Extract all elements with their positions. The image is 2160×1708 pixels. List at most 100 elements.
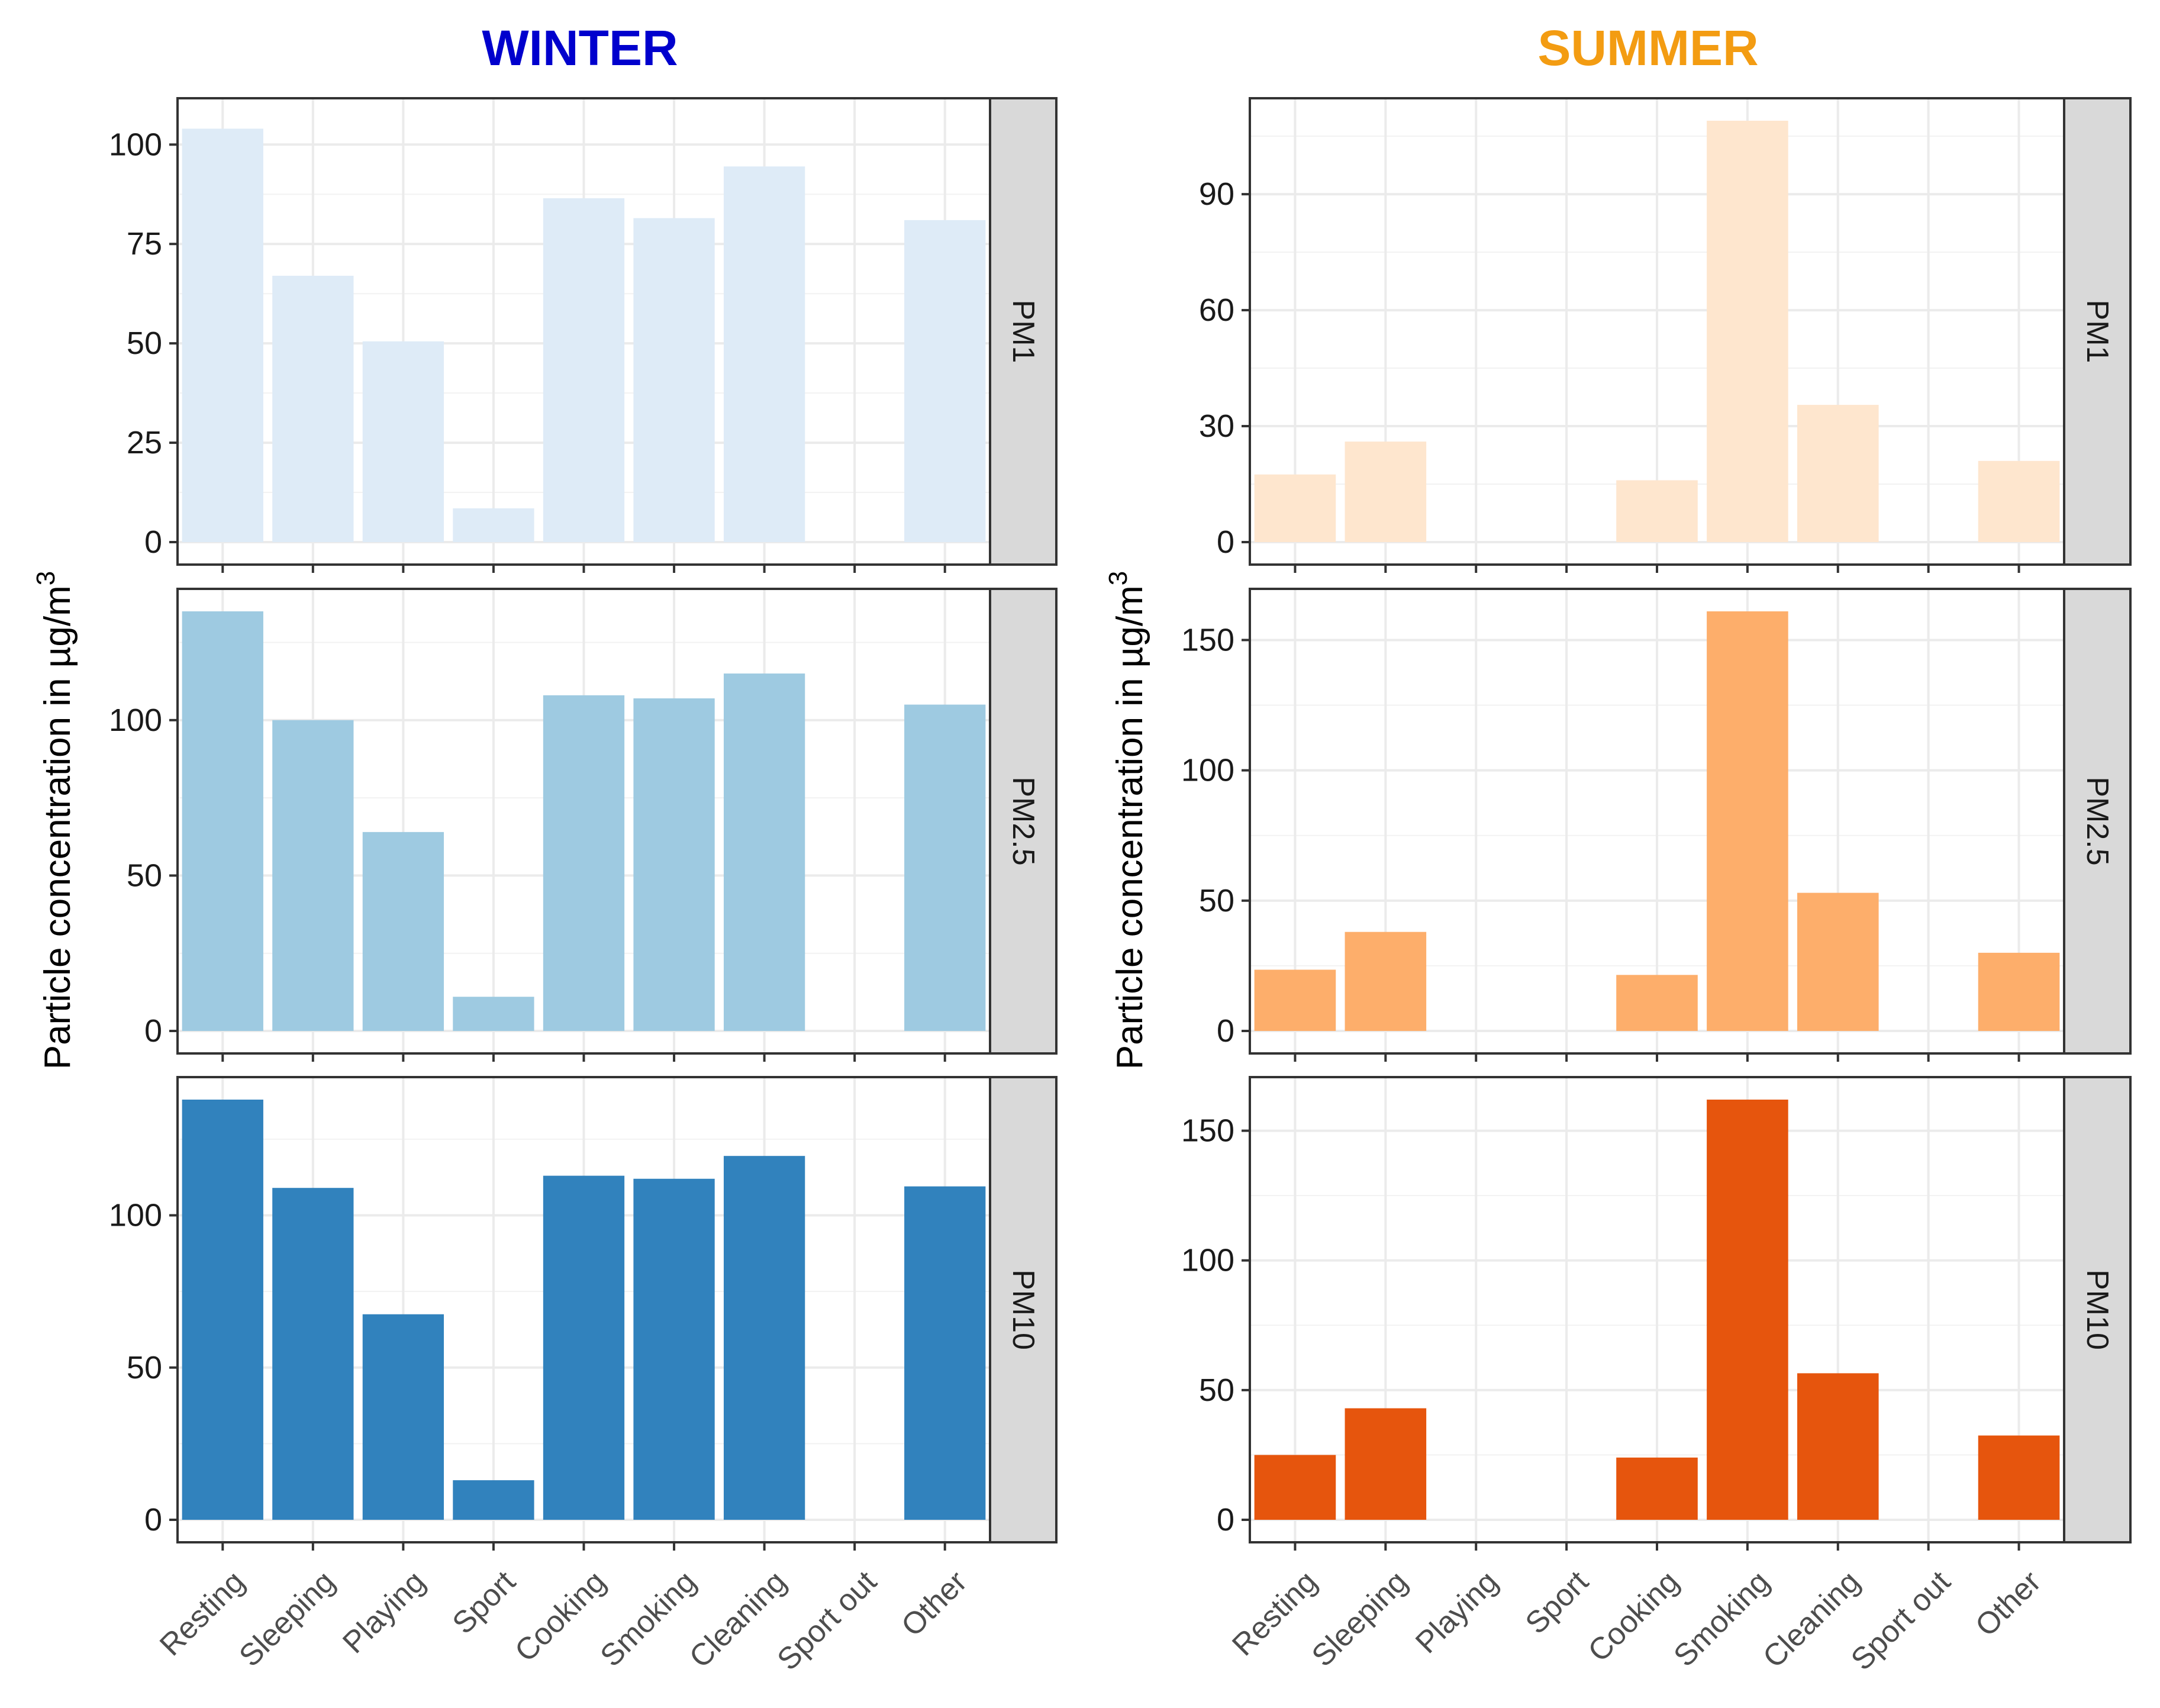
bar-cooking: [543, 1175, 625, 1520]
bar-cleaning: [723, 1156, 805, 1520]
bar-cooking: [1616, 975, 1698, 1031]
bar-resting: [1254, 969, 1336, 1031]
y-tick-label: 30: [1199, 408, 1234, 444]
bar-resting: [182, 1100, 263, 1520]
facet-panel-pm1: PM1 0 25 50 75 100: [109, 97, 1058, 573]
bar-cooking: [1616, 1457, 1698, 1520]
y-tick-label: 25: [127, 425, 162, 460]
facet-strip-label: PM2.5: [2080, 776, 2114, 865]
bar-other: [1978, 952, 2060, 1031]
bar-sleeping: [272, 720, 354, 1031]
bar-sleeping: [272, 1188, 354, 1520]
y-tick-label: 0: [144, 524, 162, 560]
facet-panel-pm2-5: PM2.5 0 50 100: [109, 588, 1058, 1062]
bar-other: [904, 1186, 986, 1520]
x-tick-label: Other: [895, 1564, 973, 1643]
facet-strip: [2063, 97, 2132, 566]
bar-sleeping: [1345, 932, 1427, 1031]
bar-cleaning: [1797, 1373, 1879, 1520]
y-tick-label: 0: [144, 1502, 162, 1538]
y-tick-label: 50: [127, 326, 162, 361]
bar-playing: [362, 341, 444, 542]
bar-cooking: [1616, 480, 1698, 542]
x-tick-label: Smoking: [1667, 1564, 1776, 1673]
bar-playing: [362, 1314, 444, 1520]
bar-sleeping: [272, 275, 354, 542]
bar-resting: [1254, 474, 1336, 542]
bar-cleaning: [723, 673, 805, 1031]
facet-panel-pm2-5: PM2.5 0 50 100 150: [1181, 588, 2132, 1062]
y-tick-label: 100: [109, 1198, 162, 1233]
y-axis-label: Particle concentration in µg/m3: [1104, 571, 1150, 1069]
bar-smoking: [1707, 611, 1788, 1031]
bar-other: [1978, 460, 2060, 542]
chart-title: WINTER: [482, 20, 678, 76]
bar-sleeping: [1345, 441, 1427, 542]
facet-strip: [2063, 588, 2132, 1055]
bar-smoking: [633, 218, 715, 542]
facet-panel-pm10: PM10 0 50 100: [109, 1076, 1058, 1551]
y-tick-label: 100: [109, 702, 162, 738]
x-tick-label: Sport out: [1845, 1564, 1958, 1677]
y-tick-label: 0: [144, 1013, 162, 1049]
bar-other: [904, 704, 986, 1031]
x-tick-label: Sport: [446, 1564, 523, 1641]
facet-strip: [989, 1076, 1058, 1543]
facet-strip-label: PM1: [1006, 300, 1040, 363]
bar-other: [1978, 1435, 2060, 1520]
bar-resting: [1254, 1455, 1336, 1520]
facet-panel-pm1: PM1 0 30 60 90: [1199, 97, 2132, 573]
facet-panel-pm10: PM10 0 50 100 150: [1181, 1076, 2132, 1551]
x-tick-label: Playing: [1409, 1564, 1505, 1660]
y-tick-label: 100: [1181, 753, 1234, 788]
bar-other: [904, 220, 986, 542]
facet-strip-label: PM10: [2080, 1269, 2114, 1350]
facet-strip: [989, 588, 1058, 1055]
bar-smoking: [633, 1178, 715, 1520]
facet-strip-label: PM1: [2080, 300, 2114, 363]
y-tick-label: 60: [1199, 292, 1234, 328]
y-tick-label: 50: [1199, 883, 1234, 919]
bar-smoking: [1707, 121, 1788, 542]
y-tick-label: 75: [127, 226, 162, 262]
bar-sport: [453, 997, 534, 1031]
y-tick-label: 0: [1217, 1502, 1234, 1538]
bar-smoking: [633, 698, 715, 1031]
y-tick-label: 50: [1199, 1372, 1234, 1408]
facet-strip-label: PM10: [1006, 1269, 1040, 1350]
facet-strip: [989, 97, 1058, 566]
x-tick-label: Sport out: [770, 1564, 884, 1677]
bar-sport: [453, 1480, 534, 1520]
bar-cleaning: [723, 166, 805, 543]
bar-resting: [182, 128, 263, 542]
bar-cleaning: [1797, 405, 1879, 542]
x-tick-label: Cooking: [1582, 1564, 1686, 1668]
bar-sleeping: [1345, 1408, 1427, 1520]
x-tick-label: Smoking: [594, 1564, 702, 1673]
bar-resting: [182, 611, 263, 1031]
y-tick-label: 100: [109, 127, 162, 162]
x-tick-label: Sport: [1519, 1564, 1595, 1641]
y-tick-label: 150: [1181, 1113, 1234, 1149]
bar-cooking: [543, 198, 625, 542]
bar-sport: [453, 508, 534, 542]
x-tick-label: Playing: [336, 1564, 432, 1660]
y-axis-label-superscript: 3: [1104, 571, 1133, 585]
y-tick-label: 50: [127, 858, 162, 893]
chart-title: SUMMER: [1537, 20, 1758, 76]
x-tick-label: Other: [1969, 1564, 2048, 1643]
y-tick-label: 0: [1217, 1013, 1234, 1049]
x-tick-label: Sleeping: [233, 1564, 341, 1673]
y-axis-label: Particle concentration in µg/m3: [31, 571, 78, 1069]
bar-smoking: [1707, 1100, 1788, 1520]
facet-strip: [2063, 1076, 2132, 1543]
y-tick-label: 150: [1181, 622, 1234, 658]
y-tick-label: 50: [127, 1350, 162, 1385]
y-tick-label: 100: [1181, 1243, 1234, 1278]
y-axis-label-superscript: 3: [31, 571, 60, 585]
x-tick-label: Sleeping: [1305, 1564, 1414, 1673]
y-tick-label: 0: [1217, 524, 1234, 560]
facet-strip-label: PM2.5: [1006, 776, 1040, 865]
bar-playing: [362, 832, 444, 1031]
